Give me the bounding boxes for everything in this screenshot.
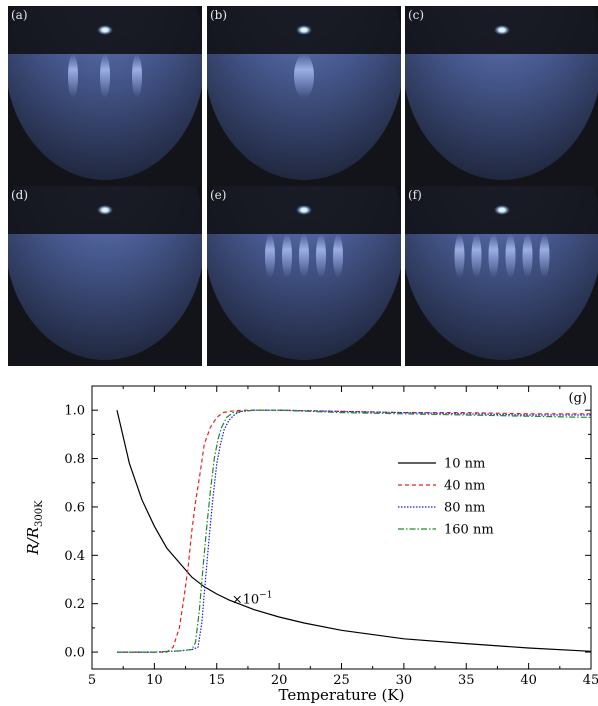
specular-spot <box>97 25 113 35</box>
panel-label: (e) <box>210 188 227 202</box>
diffraction-streak <box>522 234 533 278</box>
specular-spot <box>97 205 113 215</box>
y-tick-label: 1.0 <box>64 404 85 419</box>
x-tick-label: 25 <box>333 673 350 688</box>
y-axis-label: R/R300K <box>24 500 45 556</box>
resistance-chart: 5 10 15 20 25 30 35 40 45 0.0 0.2 0.4 0.6 0.8 1.0 Tempe… <box>24 385 598 704</box>
diffraction-streak <box>265 234 275 278</box>
x-tick-label: 10 <box>146 673 163 688</box>
x-tick-label: 5 <box>88 673 96 688</box>
legend-label: 10 nm <box>444 457 485 472</box>
diffraction-streak <box>454 234 465 278</box>
y-tick-label: 0.8 <box>64 452 85 467</box>
x-tick-label: 40 <box>520 673 537 688</box>
panel-label: (b) <box>210 8 228 22</box>
y-tick-label: 0.2 <box>64 597 85 612</box>
chart-axes <box>91 385 592 670</box>
x-tick-label: 15 <box>208 673 225 688</box>
y-tick-label: 0.6 <box>64 500 85 515</box>
y-tick-label: 0.4 <box>64 549 85 564</box>
diffraction-streak <box>132 54 142 98</box>
rheed-panel: (c) <box>405 6 598 186</box>
x-tick-label: 30 <box>396 673 413 688</box>
panel-label-g: (g) <box>569 391 587 406</box>
rheed-panel: (b) <box>207 6 401 186</box>
legend-label: 160 nm <box>444 523 494 538</box>
panel-label: (d) <box>11 188 29 202</box>
diffraction-streak <box>68 54 78 98</box>
rheed-panel: (d) <box>8 186 202 366</box>
chart-labels: 5 10 15 20 25 30 35 40 45 0.0 0.2 0.4 0.6 0.8 1.0 Tempe… <box>24 391 598 704</box>
legend-label: 40 nm <box>444 479 485 494</box>
specular-spot <box>494 205 510 215</box>
rheed-panel: (f) <box>405 186 598 366</box>
y-tick-label: 0.0 <box>64 646 85 661</box>
diffraction-streak <box>505 234 516 278</box>
series-line <box>117 409 592 653</box>
diffraction-streak <box>471 234 482 278</box>
specular-spot <box>494 25 510 35</box>
x-axis-label: Temperature (K) <box>279 686 405 704</box>
x-tick-label: 45 <box>583 673 598 688</box>
series-line <box>116 410 592 652</box>
diffraction-streak <box>488 234 499 278</box>
panel-label: (f) <box>408 188 422 202</box>
chart-series <box>116 409 592 653</box>
diffraction-streak <box>539 234 550 278</box>
panel-label: (a) <box>11 8 28 22</box>
scale-annotation: ×10−1 <box>232 591 273 608</box>
specular-spot <box>296 25 312 35</box>
panel-label: (c) <box>408 8 425 22</box>
specular-spot <box>296 205 312 215</box>
series-line <box>117 409 591 653</box>
diffraction-streak <box>299 234 309 278</box>
rheed-panel: (a) <box>8 6 202 186</box>
x-tick-label: 20 <box>271 673 288 688</box>
diffraction-streak <box>294 54 314 98</box>
diffraction-streak <box>100 54 110 98</box>
legend-label: 80 nm <box>444 501 485 516</box>
diffraction-streak <box>282 234 292 278</box>
x-tick-label: 35 <box>458 673 475 688</box>
rheed-panel: (e) <box>207 186 401 366</box>
diffraction-streak <box>316 234 326 278</box>
plot-frame <box>91 385 592 670</box>
diffraction-streak <box>333 234 343 278</box>
series-line <box>117 409 591 653</box>
